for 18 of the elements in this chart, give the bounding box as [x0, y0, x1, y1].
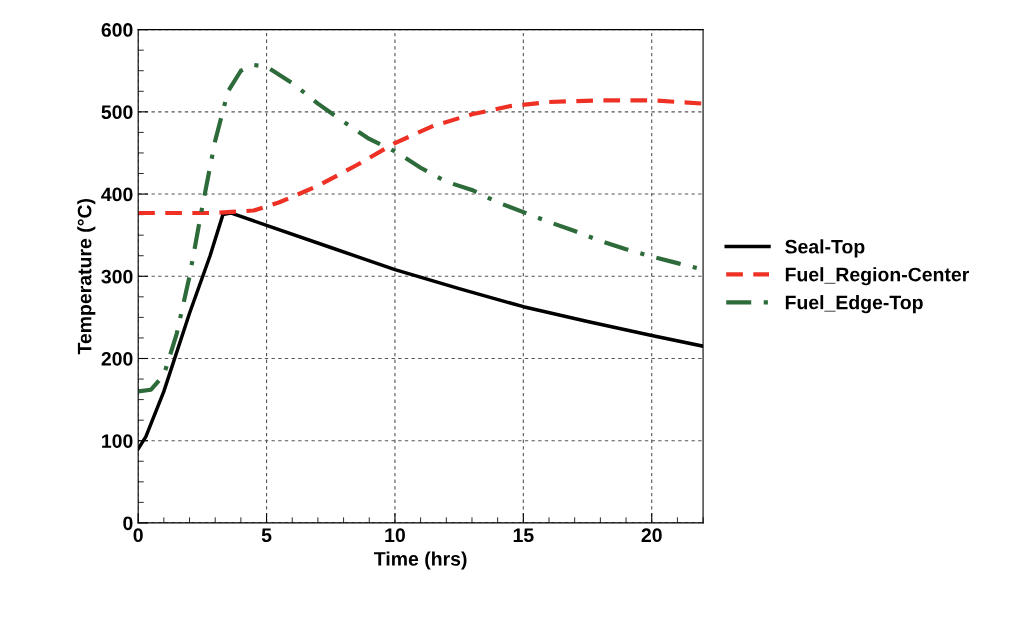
y-tick-label: 0 — [123, 516, 133, 531]
y-tick-label: 400 — [101, 187, 133, 202]
y-tick-label: 500 — [101, 105, 133, 120]
legend-label: Fuel_Edge-Top — [785, 295, 923, 314]
y-tick-label: 100 — [102, 434, 133, 448]
x-tick-label: 10 — [385, 528, 405, 543]
y-axis-title: Temperature (°C) — [77, 198, 96, 355]
x-tick-label: 0 — [133, 528, 143, 543]
x-tick-label: 20 — [641, 528, 662, 543]
x-tick-label: 15 — [513, 528, 534, 543]
y-tick-label: 600 — [101, 23, 133, 37]
x-tick-label: 5 — [261, 528, 272, 543]
y-tick-label: 200 — [101, 351, 133, 366]
legend-label: Seal-Top — [785, 239, 865, 258]
y-tick-label: 300 — [101, 269, 133, 284]
legend-label: Fuel_Region-Center — [785, 267, 969, 286]
line-series — [138, 98, 704, 216]
x-axis-title: Time (hrs) — [374, 551, 467, 570]
